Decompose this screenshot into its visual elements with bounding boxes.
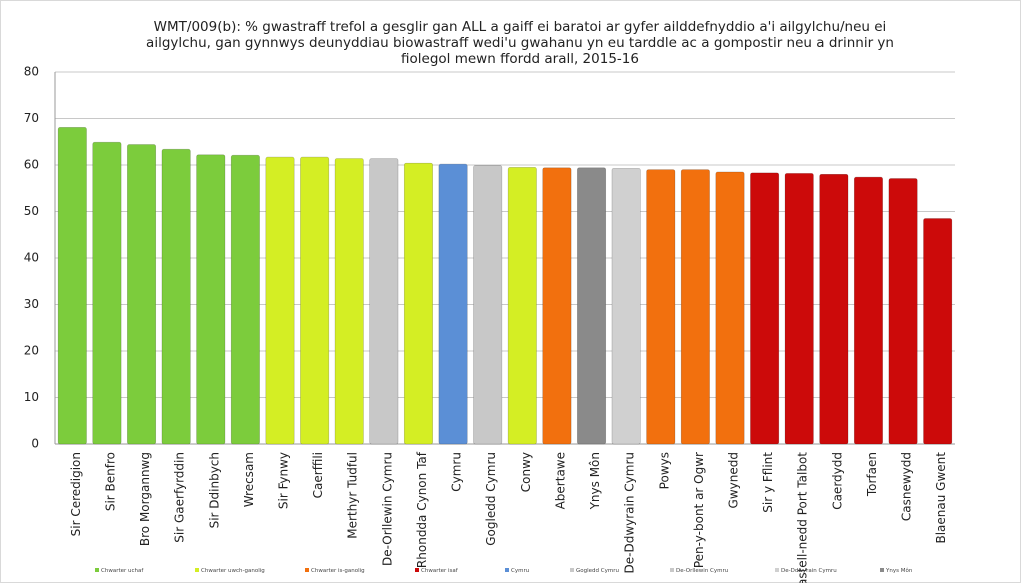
bar	[611, 167, 641, 445]
x-tick-label: Merthyr Tudful	[346, 452, 360, 539]
x-tick-label: Sir Benfro	[103, 452, 117, 511]
bar	[334, 158, 364, 445]
x-tick-label: De-Orllewin Cymru	[380, 452, 394, 566]
legend-swatch	[95, 568, 99, 572]
legend-label: Chwarter uwch-ganolig	[201, 568, 265, 574]
chart-title: WMT/009(b): % gwastraff trefol a gesglir…	[146, 19, 894, 67]
x-tick-label: De-Ddwyrain Cymru	[623, 452, 637, 573]
bar	[230, 154, 260, 445]
x-tick-label: Bro Morgannwg	[138, 452, 152, 546]
x-tick-label: Caerffili	[311, 452, 325, 498]
y-tick-label: 60	[24, 158, 39, 172]
x-tick-label: Wrecsam	[242, 452, 256, 507]
bar	[542, 167, 572, 445]
bar	[265, 156, 295, 445]
x-tick-label: Sir Ceredigion	[69, 452, 83, 536]
legend-label: Gogledd Cymru	[576, 568, 619, 574]
bar	[577, 167, 607, 445]
x-tick-label: Caerdydd	[830, 452, 844, 510]
x-tick-label: Ynys Môn	[588, 452, 602, 510]
x-tick-label: Blaenau Gwent	[934, 452, 948, 544]
bar	[92, 141, 122, 445]
x-tick-label: Conwy	[519, 452, 533, 492]
legend-label: Chwarter is-ganolig	[311, 568, 365, 574]
y-tick-label: 30	[24, 297, 39, 311]
x-tick-label: Torfaen	[865, 452, 879, 497]
y-tick-label: 20	[24, 344, 39, 358]
bar	[715, 171, 745, 445]
bar	[438, 163, 468, 445]
legend-label: Cymru	[511, 568, 529, 574]
bar	[196, 154, 226, 445]
x-tick-label: Sir y Fflint	[761, 452, 775, 513]
legend-label: Chwarter isaf	[421, 568, 459, 574]
x-tick-label: Sir Fynwy	[277, 452, 291, 509]
y-tick-label: 50	[24, 204, 39, 218]
legend-label: Ynys Môn	[885, 567, 913, 574]
x-tick-label: Castell-nedd Port Talbot	[796, 452, 810, 583]
bar	[300, 156, 330, 445]
bar	[646, 169, 676, 445]
bar	[680, 169, 710, 445]
legend-swatch	[570, 568, 574, 572]
legend-swatch	[195, 568, 199, 572]
x-tick-label: Casnewydd	[900, 452, 914, 521]
bar	[57, 127, 87, 445]
bar	[853, 176, 883, 445]
x-tick-label: Gwynedd	[727, 452, 741, 508]
bar	[369, 158, 399, 445]
legend-swatch	[775, 568, 779, 572]
bar	[819, 174, 849, 445]
bar	[161, 148, 191, 445]
y-tick-label: 10	[24, 390, 39, 404]
x-tick-label: Sir Gaerfyrddin	[173, 452, 187, 543]
bar	[473, 165, 503, 445]
bar	[750, 172, 780, 445]
y-tick-label: 80	[24, 65, 39, 79]
x-tick-label: Abertawe	[553, 452, 567, 509]
x-tick-label: Powys	[657, 452, 671, 489]
legend-swatch	[505, 568, 509, 572]
x-tick-label: Sir Ddinbych	[207, 452, 221, 528]
legend-swatch	[305, 568, 309, 572]
legend-label: De-Orllewin Cymru	[676, 568, 728, 574]
bar	[784, 173, 814, 445]
bar	[507, 167, 537, 445]
legend-swatch	[415, 568, 419, 572]
x-tick-label: Cymru	[450, 452, 464, 492]
legend-swatch	[880, 568, 884, 572]
bar	[127, 144, 157, 445]
bar	[923, 218, 953, 445]
legend-label: De-Ddwyrain Cymru	[781, 568, 837, 574]
x-tick-label: Pen-y-bont ar Ogwr	[692, 452, 706, 568]
y-tick-label: 40	[24, 251, 39, 265]
x-tick-label: Gogledd Cymru	[484, 452, 498, 546]
x-tick-label: Rhondda Cynon Taf	[415, 451, 429, 568]
y-tick-label: 0	[31, 437, 39, 451]
y-tick-label: 70	[24, 111, 39, 125]
legend-label: Chwarter uchaf	[101, 568, 144, 574]
bar	[888, 178, 918, 445]
legend-swatch	[670, 568, 674, 572]
bar	[403, 162, 433, 445]
